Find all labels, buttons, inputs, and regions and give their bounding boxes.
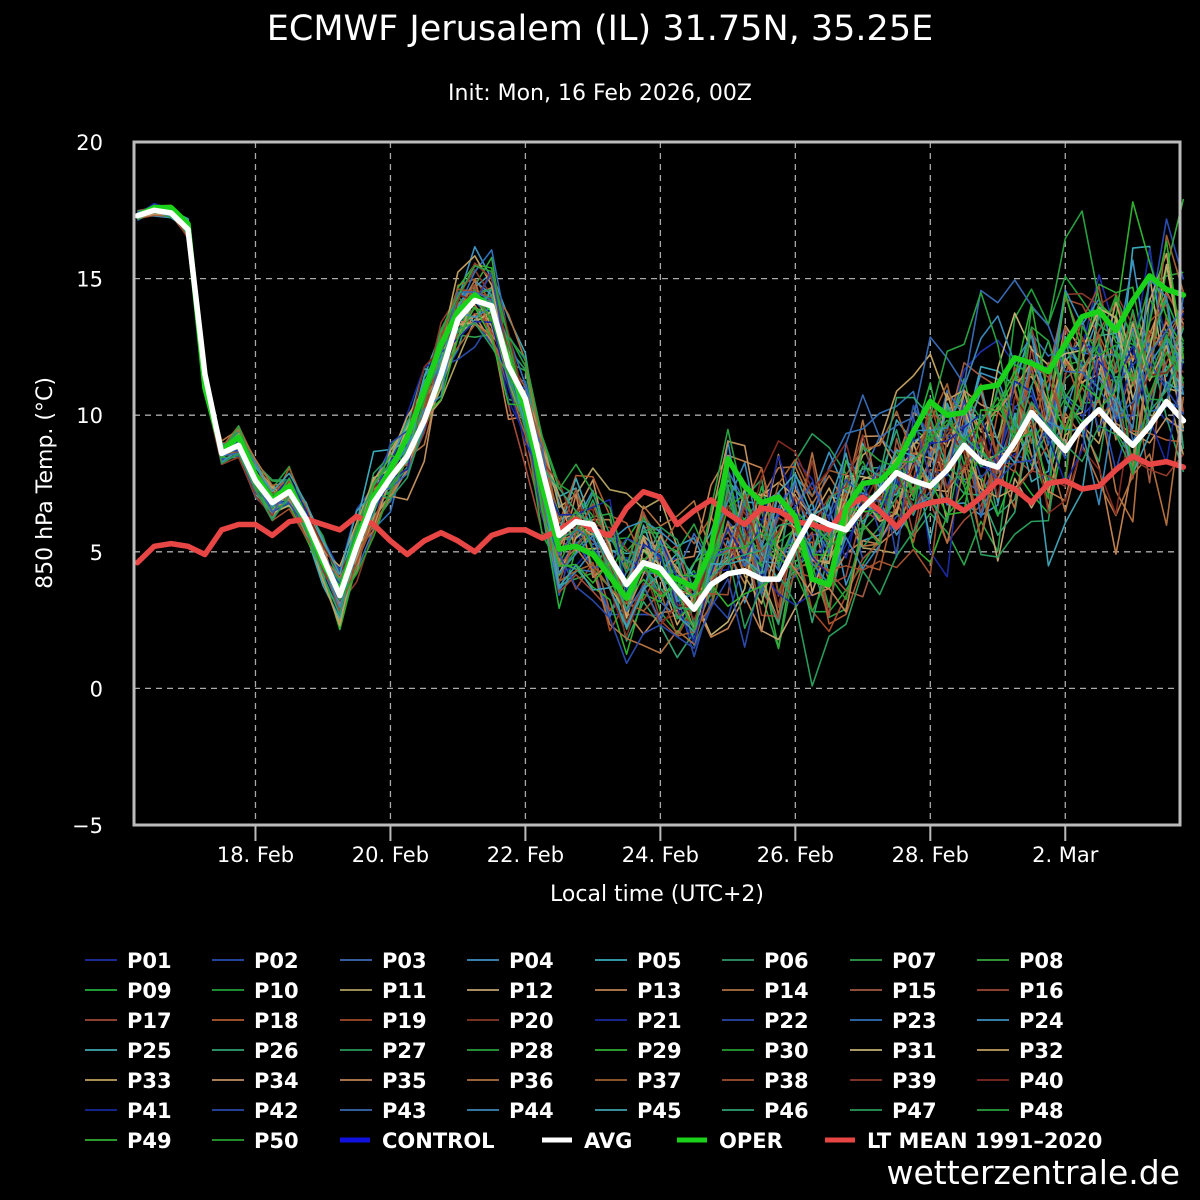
legend-label: P46: [764, 1099, 809, 1123]
y-tick-label: −5: [72, 814, 103, 838]
x-axis-label: Local time (UTC+2): [550, 882, 764, 907]
legend-label: P01: [127, 949, 172, 973]
legend-label: P35: [382, 1069, 427, 1093]
y-axis-label: 850 hPa Temp. (°C): [33, 377, 58, 589]
legend-label: P15: [892, 979, 937, 1003]
watermark: wetterzentrale.de: [886, 1153, 1180, 1192]
x-tick-label: 18. Feb: [217, 843, 294, 867]
legend-label: P20: [509, 1009, 554, 1033]
legend-label: P50: [254, 1129, 299, 1153]
chart-title: ECMWF Jerusalem (IL) 31.75N, 35.25E: [267, 9, 933, 49]
legend-label: AVG: [584, 1129, 632, 1153]
legend-label: P41: [127, 1099, 172, 1123]
x-tick-label: 2. Mar: [1032, 843, 1099, 867]
legend-label: P05: [637, 949, 682, 973]
legend-label: P26: [254, 1039, 299, 1063]
member-line-p29: [137, 201, 1185, 656]
legend-label: P31: [892, 1039, 937, 1063]
legend-label: P17: [127, 1009, 172, 1033]
legend-label: P45: [637, 1099, 682, 1123]
legend-label: P18: [254, 1009, 299, 1033]
legend-label: P30: [764, 1039, 809, 1063]
legend-label: LT MEAN 1991–2020: [867, 1129, 1102, 1153]
legend-label: P02: [254, 949, 299, 973]
legend-label: P06: [764, 949, 809, 973]
legend-label: P27: [382, 1039, 427, 1063]
legend-label: P47: [892, 1099, 937, 1123]
axes: −5 0 5 10 15 20 18. Feb 20. Feb 22. Feb 24. Feb 26…: [72, 131, 1099, 867]
legend-label: P16: [1019, 979, 1064, 1003]
legend-label: P32: [1019, 1039, 1064, 1063]
legend-label: P44: [509, 1099, 554, 1123]
legend-label: P03: [382, 949, 427, 973]
legend-label: P29: [637, 1039, 682, 1063]
y-tick-label: 10: [76, 404, 103, 428]
x-tick-label: 20. Feb: [352, 843, 429, 867]
y-tick-label: 0: [90, 677, 103, 701]
legend-label: P09: [127, 979, 172, 1003]
legend-label: P33: [127, 1069, 172, 1093]
legend-label: P40: [1019, 1069, 1064, 1093]
x-tick-label: 22. Feb: [487, 843, 564, 867]
legend-label: P42: [254, 1099, 299, 1123]
legend-label: P11: [382, 979, 427, 1003]
legend-label: P49: [127, 1129, 172, 1153]
legend-label: P25: [127, 1039, 172, 1063]
plot-frame: [132, 140, 1182, 827]
legend-label: P36: [509, 1069, 554, 1093]
legend-label: P21: [637, 1009, 682, 1033]
legend-label: P13: [637, 979, 682, 1003]
legend-label: P04: [509, 949, 554, 973]
series-line-lt-mean-1991-2020: [134, 453, 1187, 566]
legend: P01 P02 P03 P04 P05 P06 P07 P08 P09 P10 P11 P12 P13 P…: [85, 949, 1102, 1153]
legend-label: P28: [509, 1039, 554, 1063]
y-tick-label: 20: [76, 131, 103, 155]
legend-label: P19: [382, 1009, 427, 1033]
legend-label: P34: [254, 1069, 299, 1093]
legend-label: P24: [1019, 1009, 1064, 1033]
legend-label: P12: [509, 979, 554, 1003]
y-tick-label: 15: [76, 268, 103, 292]
x-tick-label: 26. Feb: [757, 843, 834, 867]
legend-label: P48: [1019, 1099, 1064, 1123]
series-line-avg: [134, 207, 1187, 612]
legend-label: P10: [254, 979, 299, 1003]
legend-label: OPER: [719, 1129, 783, 1153]
legend-label: P37: [637, 1069, 682, 1093]
x-tick-label: 24. Feb: [622, 843, 699, 867]
legend-label: CONTROL: [382, 1129, 495, 1153]
chart-subtitle: Init: Mon, 16 Feb 2026, 00Z: [448, 81, 752, 106]
legend-label: P23: [892, 1009, 937, 1033]
highlight-series: [134, 204, 1187, 612]
x-tick-label: 28. Feb: [892, 843, 969, 867]
legend-label: P43: [382, 1099, 427, 1123]
legend-label: P39: [892, 1069, 937, 1093]
legend-label: P14: [764, 979, 809, 1003]
legend-label: P07: [892, 949, 937, 973]
y-tick-label: 5: [90, 541, 103, 565]
legend-label: P08: [1019, 949, 1064, 973]
legend-label: P22: [764, 1009, 809, 1033]
legend-label: P38: [764, 1069, 809, 1093]
